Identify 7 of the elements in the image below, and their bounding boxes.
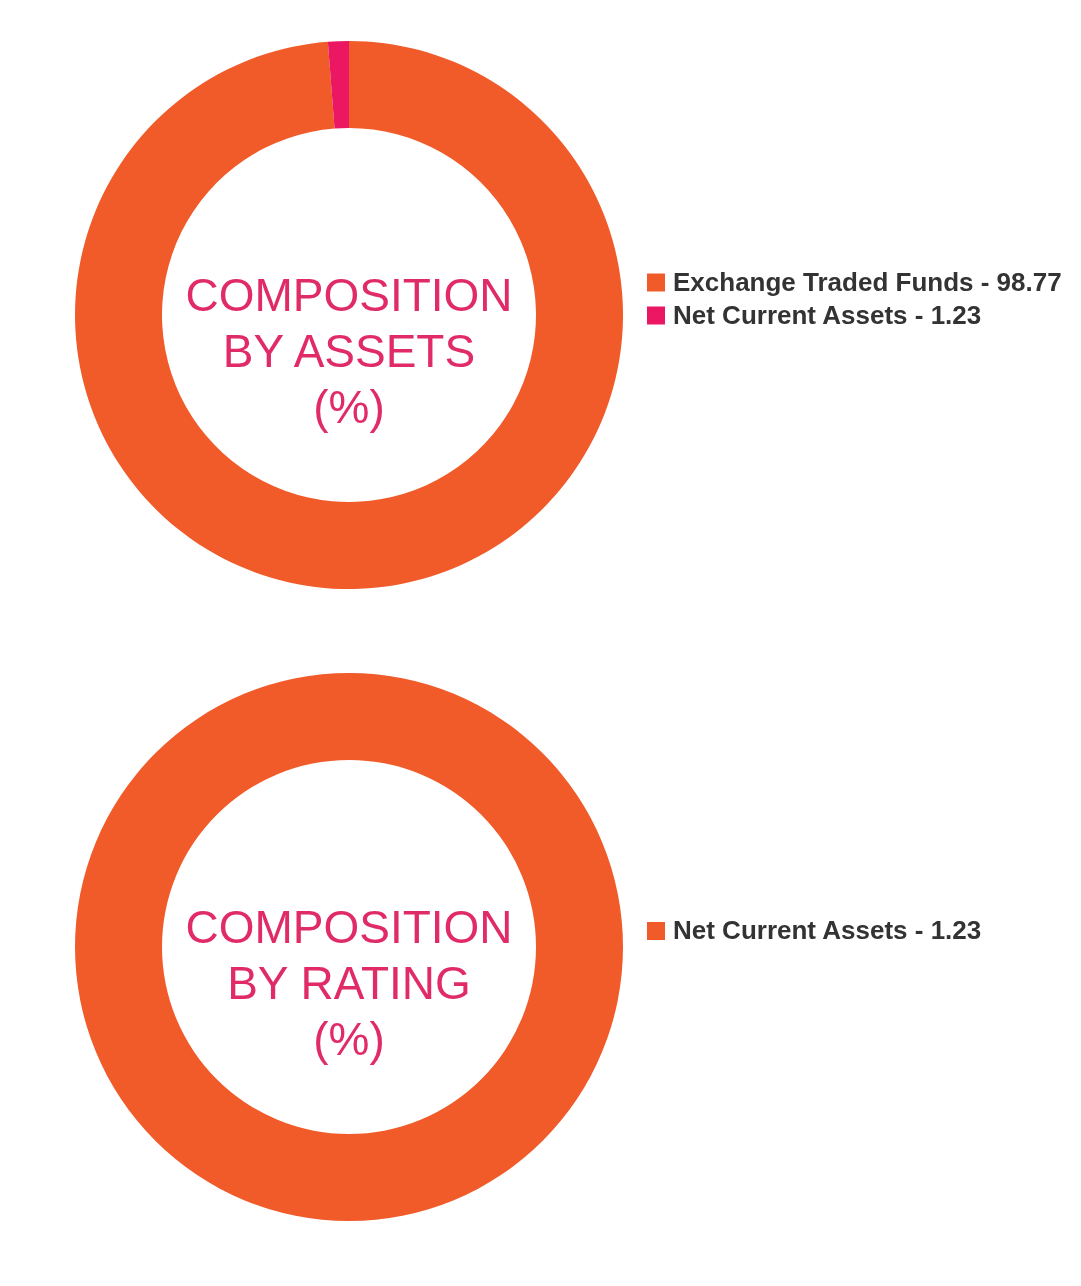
legend-label: Net Current Assets - 1.23 (673, 299, 982, 330)
legend-label: Exchange Traded Funds - 98.77 (673, 266, 1062, 297)
donut-slice (75, 41, 623, 589)
text: COMPOSITION BY RATING (%) (185, 901, 513, 1065)
text: COMPOSITION BY ASSETS (%) (185, 269, 513, 433)
legend-label: Net Current Assets - 1.23 (673, 915, 982, 945)
donut-slice (327, 41, 349, 129)
